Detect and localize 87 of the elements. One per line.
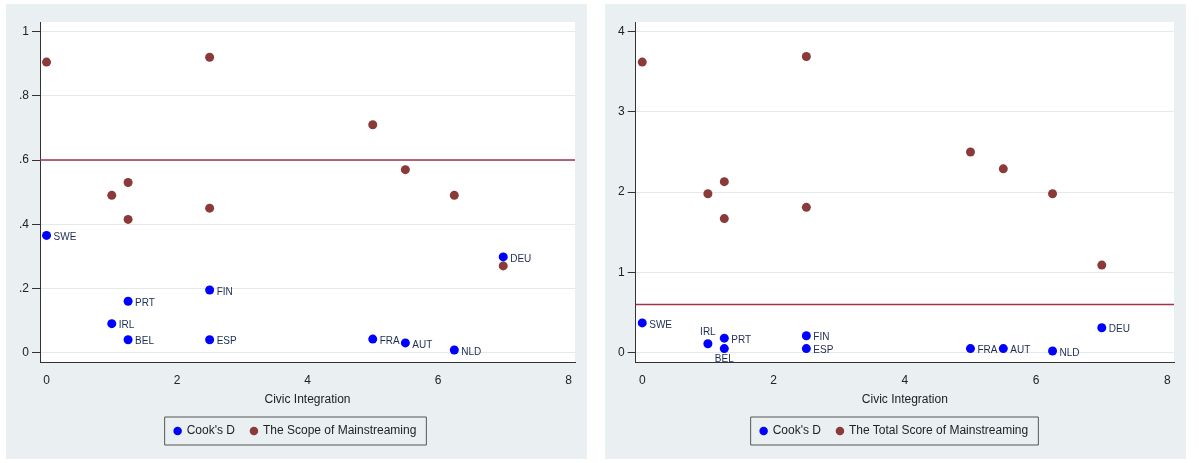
annotation: FRA — [977, 344, 998, 356]
annotation: FIN — [813, 331, 830, 343]
annotation: ESP — [813, 344, 834, 356]
annotation: BEL — [714, 353, 735, 365]
point — [719, 177, 729, 187]
annotation: NLD — [1059, 346, 1080, 358]
legend-label: Cook's D — [186, 423, 236, 438]
point — [719, 214, 729, 224]
point — [1097, 260, 1107, 270]
annotation: DEU — [1108, 323, 1130, 335]
y-tick-label: 1 — [617, 264, 625, 279]
annotation: FRA — [379, 334, 401, 346]
x-tick-label: 6 — [434, 372, 442, 387]
y-tick-label: .6 — [18, 152, 30, 167]
y-tick-label: 3 — [617, 104, 625, 119]
point — [1097, 323, 1107, 333]
point — [400, 165, 410, 175]
annotation: PRT — [135, 296, 155, 308]
point — [205, 335, 215, 345]
annotation: NLD — [461, 345, 482, 357]
y-tick-label: .8 — [18, 88, 30, 103]
point — [107, 190, 117, 200]
point — [703, 339, 713, 349]
annotation: IRL — [700, 326, 717, 338]
point — [107, 319, 117, 329]
point — [400, 338, 410, 348]
point — [123, 214, 133, 224]
point — [205, 285, 215, 295]
point — [368, 334, 378, 344]
point — [998, 164, 1008, 174]
x-tick-label: 4 — [304, 372, 312, 387]
annotation: IRL — [118, 319, 135, 331]
point — [965, 147, 975, 157]
point — [498, 252, 508, 262]
point — [42, 230, 52, 240]
y-tick-label: 4 — [617, 23, 625, 38]
x-tick-label: 0 — [638, 372, 646, 387]
y-tick-label: 2 — [617, 184, 625, 199]
point — [123, 335, 133, 345]
x-tick-label: 4 — [901, 372, 909, 387]
y-tick-label: 1 — [22, 23, 30, 38]
annotation: PRT — [731, 333, 752, 345]
y-tick-label: 0 — [22, 344, 30, 359]
point — [801, 331, 811, 341]
point — [123, 296, 133, 306]
point — [205, 52, 215, 62]
point — [801, 52, 811, 61]
point — [801, 344, 811, 354]
annotation: DEU — [510, 252, 532, 264]
annotation: AUT — [412, 338, 433, 350]
annotation: SWE — [649, 318, 673, 330]
point — [719, 333, 729, 343]
point — [637, 318, 647, 328]
point — [368, 120, 378, 130]
annotation: FIN — [216, 285, 233, 297]
point — [449, 345, 459, 355]
point — [123, 177, 133, 187]
point — [1048, 189, 1058, 199]
x-axis-title: Civic Integration — [264, 392, 351, 407]
point — [205, 203, 215, 213]
x-tick-label: 2 — [770, 372, 778, 387]
point — [42, 57, 52, 67]
point — [801, 202, 811, 212]
annotation: AUT — [1010, 344, 1031, 356]
legend-label: The Total Score of Mainstreaming — [848, 423, 1029, 438]
y-tick-label: .4 — [18, 216, 30, 231]
x-tick-label: 6 — [1032, 372, 1040, 387]
x-tick-label: 2 — [173, 372, 181, 387]
x-tick-label: 8 — [565, 372, 573, 387]
point — [703, 189, 713, 199]
point — [449, 190, 459, 200]
annotation: SWE — [53, 231, 77, 243]
point — [965, 344, 975, 354]
point — [719, 344, 729, 354]
point — [637, 57, 647, 67]
y-tick-label: .2 — [18, 280, 30, 295]
point — [1048, 346, 1058, 356]
legend-label: Cook's D — [772, 423, 822, 438]
point — [498, 261, 508, 271]
y-tick-label: 0 — [617, 344, 625, 359]
annotation: BEL — [135, 335, 155, 347]
x-tick-label: 0 — [43, 372, 51, 387]
point — [998, 344, 1008, 354]
legend-label: The Scope of Mainstreaming — [262, 423, 417, 438]
x-axis-title: Civic Integration — [861, 392, 948, 407]
annotation: ESP — [216, 335, 237, 347]
x-tick-label: 8 — [1164, 372, 1172, 387]
